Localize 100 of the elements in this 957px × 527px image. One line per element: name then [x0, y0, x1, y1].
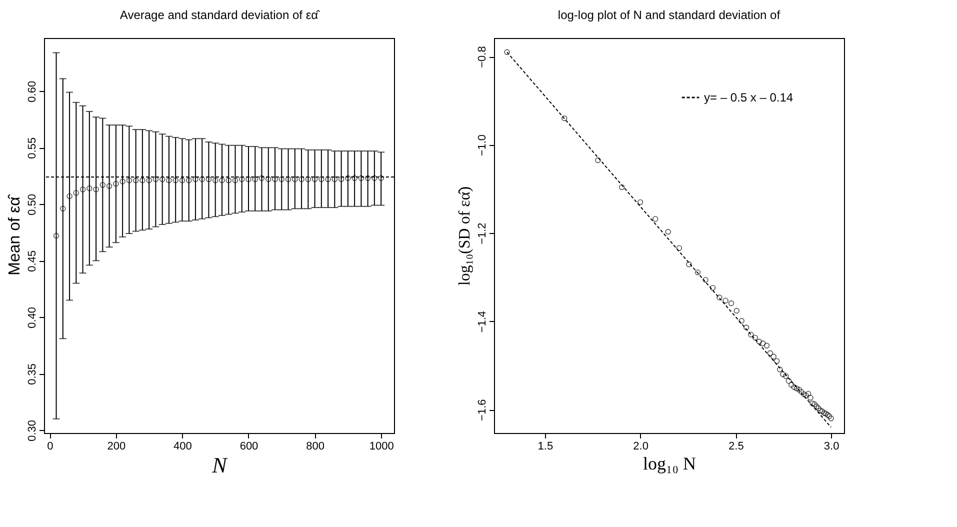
point — [352, 175, 358, 181]
point — [504, 49, 510, 55]
point — [364, 175, 371, 181]
point — [748, 332, 754, 338]
chart-title: Average and standard deviation of εα̂ — [120, 8, 320, 22]
x-tick-label: 2.5 — [728, 440, 744, 452]
point — [819, 408, 826, 414]
point — [166, 178, 172, 184]
y-tick-label: 0.60 — [26, 80, 38, 102]
point — [232, 178, 238, 184]
point — [702, 277, 708, 283]
point — [798, 389, 804, 395]
point — [774, 358, 780, 364]
point — [637, 199, 644, 206]
x-tick-label: 2.0 — [633, 440, 648, 452]
point — [716, 294, 722, 300]
point — [172, 178, 178, 184]
point — [132, 178, 139, 184]
point — [86, 185, 92, 192]
point — [140, 178, 146, 184]
y-tick-label: −0.8 — [476, 46, 488, 68]
point — [767, 350, 774, 356]
point — [738, 318, 744, 324]
legend-label: y= – 0.5 x – 0.14 — [704, 90, 794, 104]
x-tick-label: 3.0 — [824, 440, 840, 452]
x-axis-title: log₁₀ N — [642, 454, 696, 474]
point — [298, 176, 304, 182]
y-tick-label: −1.6 — [476, 399, 488, 421]
point — [186, 178, 192, 184]
point — [752, 334, 758, 341]
y-tick-label: 0.35 — [26, 363, 38, 385]
point — [782, 373, 789, 379]
point — [126, 178, 132, 184]
point — [810, 400, 816, 406]
x-tick-label: 0 — [47, 440, 54, 452]
point — [821, 410, 828, 416]
x-tick-label: 400 — [174, 440, 192, 452]
point — [734, 308, 740, 314]
point — [760, 340, 766, 346]
point — [60, 206, 66, 212]
y-axis-title: log₁₀(SD of εα̂) — [456, 186, 474, 286]
point — [266, 176, 272, 182]
point — [206, 176, 212, 182]
x-axis-title: N — [211, 452, 228, 478]
point — [345, 175, 351, 181]
point — [100, 182, 106, 188]
point — [179, 178, 186, 184]
point — [152, 176, 159, 182]
point — [686, 262, 692, 268]
point — [146, 178, 152, 184]
point — [73, 190, 79, 196]
point — [676, 245, 682, 251]
point — [652, 216, 658, 222]
point — [272, 176, 278, 182]
point — [292, 176, 298, 182]
point — [818, 408, 824, 414]
point — [113, 180, 119, 187]
point — [246, 176, 252, 182]
x-tick-label: 1.5 — [538, 440, 554, 452]
point — [796, 386, 802, 393]
point — [728, 300, 734, 306]
point — [66, 193, 72, 200]
point — [278, 176, 284, 182]
point — [808, 394, 814, 401]
y-axis-title: Mean of εα̂ — [6, 194, 24, 276]
y-tick-label: 0.30 — [26, 420, 38, 442]
point — [828, 416, 834, 422]
point — [312, 176, 318, 182]
point — [812, 401, 818, 408]
point — [239, 176, 245, 182]
point — [665, 228, 671, 235]
point — [788, 382, 794, 388]
point — [794, 386, 800, 392]
point — [816, 405, 822, 412]
point — [791, 384, 797, 390]
point — [770, 354, 776, 360]
point — [80, 186, 86, 192]
y-tick-label: −1.2 — [476, 222, 488, 244]
point — [378, 175, 384, 181]
point — [814, 404, 820, 410]
point — [318, 176, 324, 182]
point — [305, 176, 312, 182]
point — [53, 232, 60, 239]
point — [826, 413, 832, 420]
point — [338, 176, 344, 182]
chart-title: log-log plot of N and standard deviation of — [558, 8, 781, 22]
point — [325, 176, 331, 182]
point — [212, 178, 218, 184]
point — [722, 298, 728, 304]
point — [777, 366, 783, 372]
point — [618, 184, 625, 190]
point — [780, 371, 786, 378]
point — [285, 176, 292, 182]
point — [595, 157, 601, 164]
point — [219, 178, 225, 184]
point — [694, 270, 701, 276]
point — [710, 284, 716, 291]
point — [93, 186, 99, 192]
x-tick-label: 1000 — [369, 440, 394, 452]
y-tick-label: −1.0 — [476, 134, 488, 156]
